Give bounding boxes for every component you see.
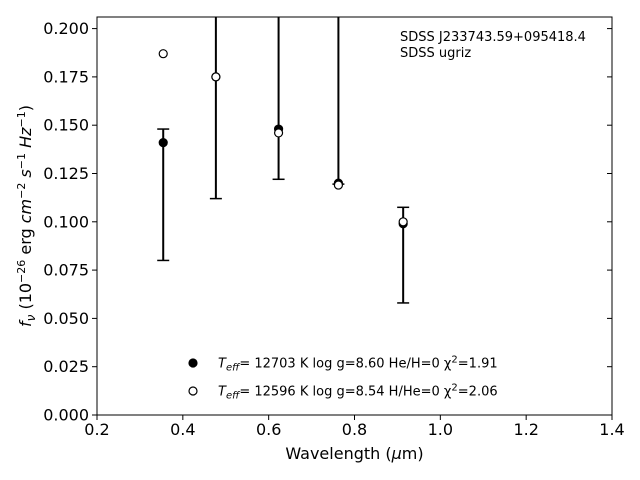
y-tick-label: 0.175 <box>43 67 89 86</box>
model-point-open <box>211 72 221 82</box>
y-tick-label: 0.075 <box>43 261 89 280</box>
y-tick-label: 0.050 <box>43 309 89 328</box>
legend-label: Teff= 12596 K log g=8.54 H/He=0 χ2=2.06 <box>218 383 498 402</box>
model-point-filled <box>158 137 168 148</box>
x-tick-label: 0.4 <box>170 420 195 439</box>
x-tick-label: 1.2 <box>513 420 538 439</box>
plot-frame <box>96 16 613 416</box>
y-axis-label: fν (10−26 erg cm−2 s−1 Hz−1) <box>15 105 38 327</box>
x-axis-label: Wavelength (μm) <box>285 444 423 463</box>
y-tick-label: 0.000 <box>43 406 89 425</box>
y-tick-label: 0.150 <box>43 116 89 135</box>
y-tick-label: 0.125 <box>43 164 89 183</box>
legend-marker-filled <box>188 358 198 368</box>
x-axis-ticks: 0.2 0.4 0.6 0.8 1.0 1.2 1.4 <box>84 415 625 439</box>
model-point-open <box>158 49 168 59</box>
annotation-line: SDSS ugriz <box>400 46 471 61</box>
x-tick-label: 0.2 <box>84 420 109 439</box>
y-tick-label: 0.025 <box>43 357 89 376</box>
legend-marker-open <box>188 386 198 396</box>
legend-label: Teff= 12703 K log g=8.60 He/H=0 χ2=1.91 <box>218 355 498 374</box>
model-point-open <box>333 180 344 190</box>
data-markers <box>158 49 408 229</box>
annotation-line: SDSS J233743.59+095418.4 <box>400 30 586 45</box>
x-tick-label: 1.4 <box>599 420 624 439</box>
error-bars <box>157 17 410 304</box>
x-tick-label: 1.0 <box>428 420 453 439</box>
model-point-open <box>398 217 408 227</box>
y-tick-label: 0.100 <box>43 212 89 231</box>
y-tick-label: 0.200 <box>43 19 89 38</box>
x-tick-label: 0.8 <box>342 420 367 439</box>
legend: Teff= 12703 K log g=8.60 He/H=0 χ2=1.91 T… <box>188 355 498 402</box>
x-tick-label: 0.6 <box>256 420 281 439</box>
model-point-open <box>273 128 284 138</box>
y-axis-ticks: 0.000 0.025 0.050 0.075 0.100 0.125 0.150 0.175… <box>43 19 612 425</box>
